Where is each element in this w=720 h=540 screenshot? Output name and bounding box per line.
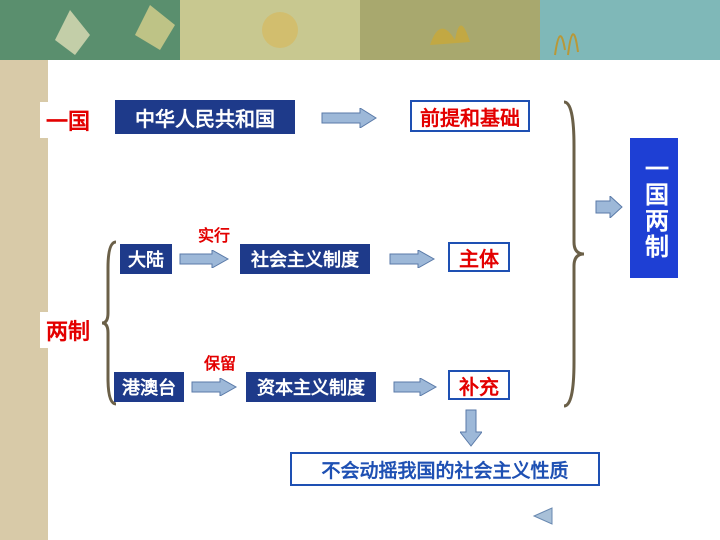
top-banner xyxy=(0,0,720,60)
node-capitalist: 资本主义制度 xyxy=(246,372,376,402)
left-bracket xyxy=(100,238,118,408)
arrow-5 xyxy=(392,378,438,396)
node-buchong: 补充 xyxy=(448,370,510,400)
label-yiguo: 一国 xyxy=(40,102,96,138)
arrow-2 xyxy=(178,250,230,268)
arrow-result xyxy=(594,196,624,218)
label-liangzhi: 两制 xyxy=(40,312,96,348)
arrow-1 xyxy=(320,108,378,128)
node-zhuti: 主体 xyxy=(448,242,510,272)
result-text: 一国两制 xyxy=(637,156,672,260)
arrow-4 xyxy=(190,378,238,396)
node-prc: 中华人民共和国 xyxy=(115,100,295,134)
right-bracket xyxy=(560,96,588,412)
diagram-content: 一国 中华人民共和国 前提和基础 两制 大陆 实行 社会主义制度 主体 港澳台 … xyxy=(0,60,720,540)
node-gangaotai: 港澳台 xyxy=(114,372,184,402)
node-result: 一国两制 xyxy=(630,138,678,278)
arrow-3 xyxy=(388,250,436,268)
label-shixing: 实行 xyxy=(198,222,230,246)
nav-prev-icon[interactable] xyxy=(530,506,554,526)
node-socialist: 社会主义制度 xyxy=(240,244,370,274)
arrow-down xyxy=(460,408,482,448)
node-premise: 前提和基础 xyxy=(410,100,530,132)
node-dalu: 大陆 xyxy=(120,244,172,274)
label-baoliu: 保留 xyxy=(204,350,236,374)
node-bottom: 不会动摇我国的社会主义性质 xyxy=(290,452,600,486)
